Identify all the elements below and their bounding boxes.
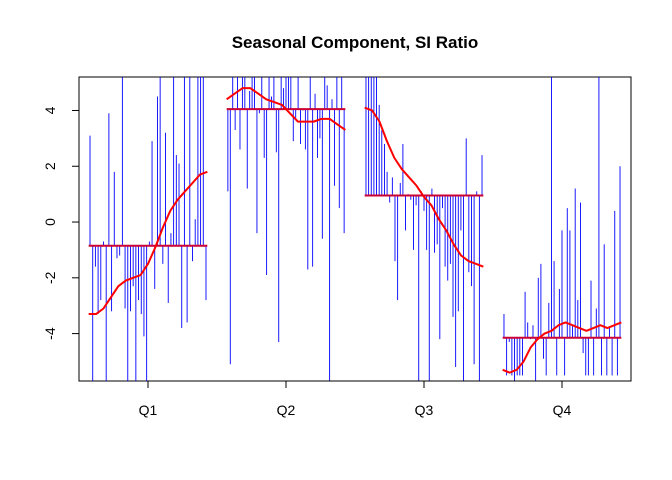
x-tick-label: Q2 bbox=[277, 402, 296, 418]
x-tick-label: Q1 bbox=[139, 402, 158, 418]
seasonal-factor-curve bbox=[88, 170, 208, 316]
axes: Q1 Q2 Q3 Q4 -4 -2 0 2 4 bbox=[42, 106, 572, 418]
seasonal-factor-curve bbox=[226, 87, 346, 131]
y-tick-label: 0 bbox=[42, 218, 58, 226]
seasonal-factor-curve bbox=[502, 321, 622, 374]
x-tick-label: Q3 bbox=[415, 402, 434, 418]
x-tick-label: Q4 bbox=[553, 402, 572, 418]
si-ratio-bars bbox=[89, 77, 621, 381]
seasonal-factor-curve bbox=[364, 106, 484, 268]
seasonal-factor-curves bbox=[88, 87, 622, 374]
y-tick-label: 4 bbox=[42, 106, 58, 114]
y-tick-label: 2 bbox=[42, 162, 58, 170]
y-tick-label: -4 bbox=[42, 327, 58, 340]
quarter-mean-lines bbox=[88, 108, 622, 339]
chart-title: Seasonal Component, SI Ratio bbox=[232, 33, 479, 52]
y-tick-label: -2 bbox=[42, 271, 58, 284]
